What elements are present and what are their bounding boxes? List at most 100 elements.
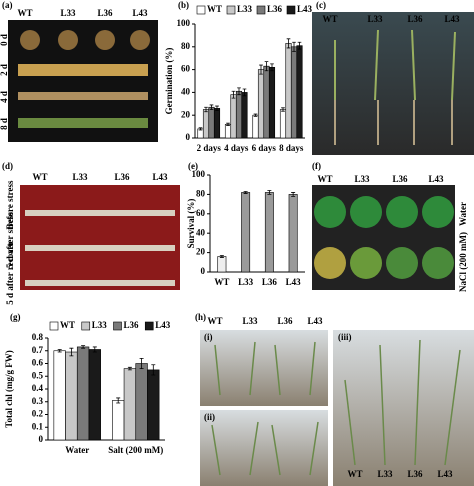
legend-label: L33 [237, 4, 253, 14]
row-label: 0 d [0, 34, 9, 46]
x-tick-label: 8 days [279, 143, 304, 153]
row-label: 4 d [0, 91, 9, 103]
column-label: L36 [277, 316, 293, 326]
row-label: 5 d after stress [5, 212, 15, 268]
error-bar [231, 90, 236, 99]
plates-f [314, 196, 454, 279]
error-bar [127, 366, 132, 371]
error-bar [151, 364, 156, 376]
bar [241, 92, 248, 139]
column-label: L36 [407, 14, 423, 24]
bar [268, 67, 276, 139]
error-bar [209, 104, 214, 110]
y-tick-label: 0 [201, 266, 206, 276]
error-bar [281, 107, 285, 112]
y-tick-label: 0 [39, 434, 44, 444]
bar [285, 43, 292, 139]
column-label: L33 [60, 8, 76, 18]
legend-swatch [49, 321, 59, 331]
column-label: L43 [428, 174, 444, 184]
panel-label: (f) [312, 161, 321, 171]
legend-swatch [144, 321, 154, 331]
row-label: 5 d after recover [5, 241, 15, 304]
error-bar [267, 190, 272, 195]
error-bar [286, 38, 291, 49]
bar [264, 192, 274, 273]
column-label: WT [317, 174, 332, 184]
panel-label: (c) [316, 0, 326, 10]
column-label: L36 [407, 469, 423, 479]
column-label: WT [17, 8, 32, 18]
bar [213, 108, 221, 139]
y-tick-label: 40 [196, 227, 206, 237]
column-label: WT [347, 469, 362, 479]
y-tick-label: 0.5 [32, 370, 44, 380]
legend-swatch [286, 5, 296, 15]
column-label: L33 [377, 469, 393, 479]
photo-h-i [200, 330, 328, 406]
error-bar [264, 61, 269, 72]
error-bar [270, 63, 274, 72]
legend-swatch [81, 321, 91, 331]
row-label: Before stress [5, 180, 15, 229]
pots-d [25, 210, 175, 286]
error-bar [242, 88, 247, 97]
x-tick-label: Salt (200 mM) [108, 445, 163, 455]
error-bar [237, 87, 241, 96]
bar [65, 351, 78, 441]
seed-rows [18, 30, 150, 128]
y-tick-label: 100 [177, 18, 191, 28]
error-bar [215, 105, 219, 112]
y-axis-label: Total chl (mg/g FW) [4, 350, 14, 427]
error-bar [116, 397, 121, 404]
subpanel-label: (i) [204, 332, 213, 342]
y-tick-label: 0.7 [32, 345, 44, 355]
y-tick-label: 0.1 [32, 421, 44, 431]
y-tick-label: 20 [196, 247, 206, 257]
bar [263, 65, 270, 139]
column-label: L36 [97, 8, 113, 18]
legend-label: L43 [297, 4, 313, 14]
legend-label: WT [207, 4, 222, 14]
row-label: NaCl (200 mM) [458, 232, 468, 292]
y-tick-label: 20 [181, 109, 191, 119]
plants-c [334, 29, 456, 145]
error-bar [81, 345, 86, 349]
panel-label: (g) [10, 312, 21, 322]
error-bar [291, 192, 296, 197]
column-label: L33 [242, 316, 258, 326]
x-tick-label: 6 days [252, 143, 277, 153]
x-tick-label: L33 [238, 277, 254, 287]
error-bar [139, 358, 144, 369]
column-label: L43 [437, 469, 453, 479]
column-label: L43 [152, 172, 168, 182]
column-label: L33 [72, 172, 88, 182]
legend-label: L33 [92, 320, 108, 330]
x-tick-label: WT [214, 277, 229, 287]
column-label: WT [32, 172, 47, 182]
y-axis-label: Survival (%) [186, 199, 196, 249]
y-tick-label: 60 [181, 64, 191, 74]
y-tick-label: 0.8 [32, 332, 44, 342]
panel-label: (d) [2, 161, 13, 171]
column-label: L33 [367, 14, 383, 24]
y-tick-label: 0.6 [32, 358, 44, 368]
column-label: L43 [132, 8, 148, 18]
bar [217, 256, 227, 273]
bar [202, 109, 210, 139]
x-tick-label: L36 [262, 277, 278, 287]
error-bar [219, 255, 224, 258]
photo-h-ii [200, 410, 328, 486]
bar [230, 94, 237, 139]
legend-swatch [113, 321, 122, 331]
bar [53, 350, 66, 441]
bar [208, 106, 215, 139]
y-tick-label: 80 [196, 188, 206, 198]
y-axis-label: Germination (%) [164, 48, 174, 115]
panel-label: (b) [178, 0, 189, 10]
subpanel-label: (iii) [338, 332, 352, 342]
y-tick-label: 80 [181, 41, 191, 51]
column-label: L43 [307, 316, 323, 326]
bar [296, 45, 303, 139]
panel-label: (a) [2, 0, 13, 10]
